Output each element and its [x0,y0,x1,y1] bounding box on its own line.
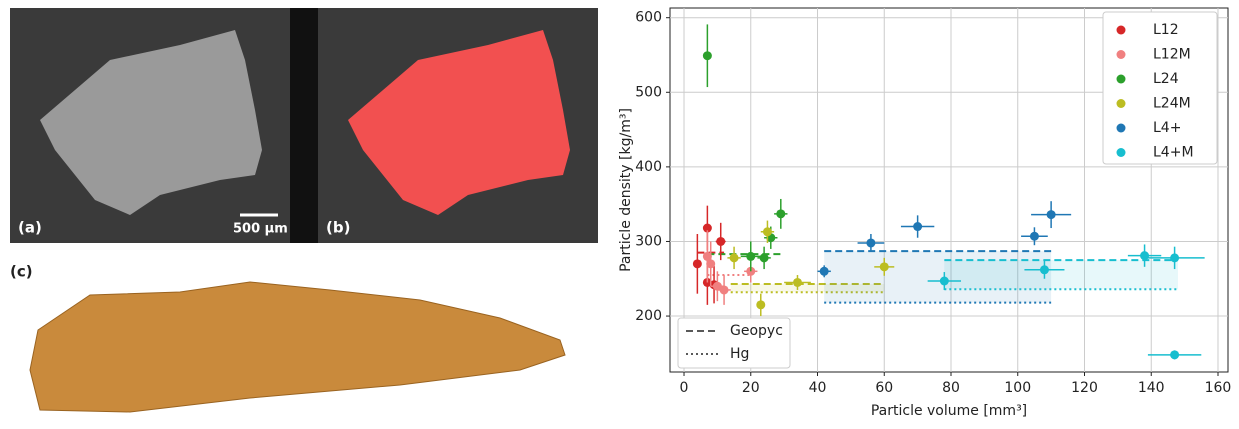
point [693,259,702,268]
y-axis-label: Particle density [kg/m³] [618,108,634,272]
legend-marker [1117,75,1126,84]
point [730,253,739,262]
x-tick-label: 20 [742,380,760,396]
point [756,300,765,309]
point [866,238,875,247]
figure: (a) (b) 500 µm (c) 0 20 40 60 80 100 120 140 160… [0,0,1239,429]
point [1047,210,1056,219]
legend-label: L12 [1153,22,1179,38]
x-tick-label: 120 [1071,380,1098,396]
point [760,253,769,262]
point [703,51,712,60]
x-tick-label: 100 [1004,380,1031,396]
legend-label: L4+M [1153,145,1194,161]
x-tick-label: 0 [680,380,689,396]
point [793,278,802,287]
panel-label: (c) [10,263,33,281]
panel-label: (a) [18,219,42,237]
legend-marker [1117,26,1126,35]
point [1030,232,1039,241]
point [763,227,772,236]
point [880,262,889,271]
x-tick-label: 60 [875,380,893,396]
point [1040,265,1049,274]
x-tick-label: 40 [809,380,827,396]
point [720,285,729,294]
range-shade [944,260,1178,289]
particle-3d-render [30,282,565,412]
legend-marker [1117,124,1126,133]
legend-label: L24 [1153,71,1179,87]
point [746,252,755,261]
legend-marker [1117,50,1126,59]
legend-label: Hg [730,346,749,362]
y-tick-label: 200 [635,308,662,324]
scale-label: 500 µm [233,222,288,237]
point [820,267,829,276]
y-tick-label: 500 [635,84,662,100]
point [940,277,949,286]
x-tick-label: 160 [1205,380,1232,396]
y-tick-label: 600 [635,10,662,26]
y-tick-label: 300 [635,233,662,249]
point [1140,251,1149,260]
point [913,222,922,231]
legend-marker [1117,99,1126,108]
legend-label: L4+ [1153,120,1181,136]
legend-marker [1117,148,1126,157]
point [776,209,785,218]
x-tick-label: 80 [942,380,960,396]
point [716,237,725,246]
y-tick-label: 400 [635,159,662,175]
point [706,259,715,268]
separator [290,8,318,243]
point [1170,253,1179,262]
x-axis-label: Particle volume [mm³] [871,403,1027,419]
panel-label: (b) [326,219,350,237]
x-tick-label: 140 [1138,380,1165,396]
legend-label: Geopyc [730,323,783,339]
image-panels: (a) (b) 500 µm (c) [10,8,598,412]
point [1170,350,1179,359]
legend-label: L12M [1153,47,1191,63]
legend-label: L24M [1153,96,1191,112]
